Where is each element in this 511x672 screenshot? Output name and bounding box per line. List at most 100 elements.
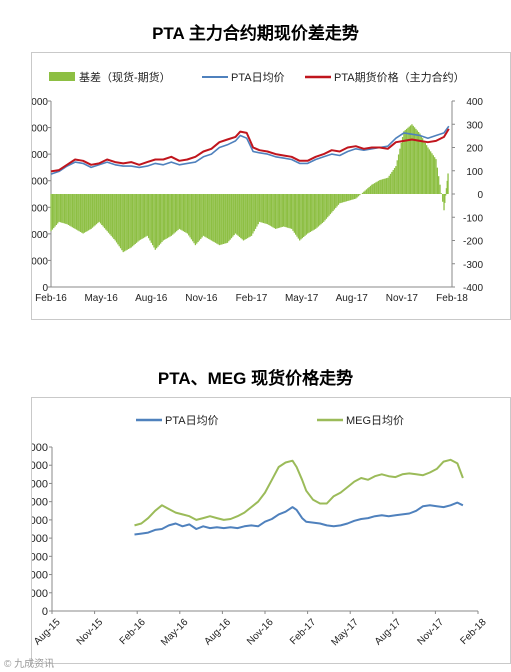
- chart1-basis-bar: [444, 194, 446, 203]
- chart1-basis-bar: [226, 194, 229, 243]
- chart1-basis-bar: [426, 145, 428, 194]
- chart1-x-tick-label: Feb-18: [436, 293, 468, 304]
- chart1-basis-bar: [57, 194, 59, 224]
- chart1-basis-bar: [177, 194, 179, 231]
- chart1-basis-bar: [257, 194, 259, 225]
- chart1-basis-bar: [387, 177, 389, 194]
- chart1-basis-bar: [233, 194, 235, 236]
- chart1-basis-bar: [423, 140, 425, 194]
- chart1-basis-bar: [307, 194, 309, 234]
- chart1-x-tick-label: Nov-16: [185, 293, 218, 304]
- chart1-basis-bar: [349, 194, 352, 201]
- chart1-basis-bar: [324, 194, 326, 221]
- chart1-basis-bar: [93, 194, 95, 227]
- chart1-basis-bar: [364, 190, 366, 194]
- chart1-basis-bar: [150, 194, 152, 243]
- chart1-basis-bar: [352, 194, 354, 200]
- chart1-basis-bar: [125, 194, 127, 251]
- chart1-basis-bar: [222, 194, 225, 244]
- chart1-basis-bar: [119, 194, 122, 249]
- chart1-basis-bar: [71, 194, 74, 228]
- chart1-basis-bar: [266, 194, 269, 225]
- chart1-basis-bar: [299, 194, 301, 241]
- chart1-basis-bar: [296, 194, 298, 237]
- chart1-basis-bar: [59, 194, 62, 223]
- chart1-basis-bar: [268, 194, 270, 225]
- chart1-basis-bar: [443, 194, 445, 211]
- chart1-basis-bar: [146, 194, 148, 236]
- chart1-basis-bar: [343, 194, 345, 203]
- chart1-basis-bar: [285, 194, 287, 228]
- chart1-basis-bar: [357, 194, 360, 197]
- chart1-x-tick-label: May-16: [84, 293, 118, 304]
- chart1-basis-bar: [142, 194, 144, 239]
- chart1-basis-bar: [411, 124, 413, 194]
- chart1-basis-bar: [50, 194, 52, 232]
- chart1-basis-bar: [186, 194, 189, 234]
- chart1-basis-bar: [70, 194, 72, 227]
- chart1-basis-bar: [262, 194, 265, 224]
- chart1-basis-bar: [315, 194, 317, 229]
- chart1-basis-bar: [106, 194, 108, 232]
- chart2-x-tick-label: Aug-16: [202, 617, 233, 648]
- chart1-basis-bar: [292, 194, 294, 231]
- chart2-x-tick-label: Aug-15: [32, 617, 63, 648]
- chart1-basis-bar: [86, 194, 88, 232]
- chart1-basis-bar: [380, 179, 382, 194]
- chart1-basis-bar: [289, 194, 291, 229]
- chart1-basis-bar: [311, 194, 313, 232]
- chart1-basis-bar: [178, 194, 181, 229]
- chart2-x-tick-label: May-16: [159, 617, 191, 649]
- chart1-basis-bar: [176, 194, 178, 232]
- chart1-left-tick-label: 4000: [32, 177, 48, 188]
- chart1-basis-bar: [111, 194, 114, 238]
- chart1-basis-bar: [162, 194, 164, 241]
- chart1-basis-bar: [335, 194, 337, 208]
- chart1-basis-bar: [97, 194, 99, 224]
- chart1-basis-bar: [98, 194, 100, 222]
- chart1-basis-bar: [202, 194, 205, 236]
- chart2-y-tick-label: 5000: [32, 515, 48, 527]
- chart1-basis-bar: [304, 194, 306, 236]
- chart1-basis-bar: [250, 194, 253, 236]
- chart1-basis-bar: [274, 194, 277, 229]
- chart1-basis-bar: [103, 194, 106, 229]
- chart1-basis-bar: [229, 194, 231, 240]
- chart1-left-tick-label: 0: [42, 283, 48, 294]
- chart1-basis-bar: [332, 194, 334, 212]
- chart1-left-tick-label: 3000: [32, 203, 48, 214]
- chart1-basis-bar: [240, 194, 242, 239]
- chart2-y-tick-label: 4000: [32, 533, 48, 545]
- chart1-basis-bar: [74, 194, 76, 229]
- chart1-basis-bar: [417, 132, 420, 194]
- chart2-x-tick-label: Feb-17: [288, 617, 318, 647]
- chart2-x-tick-label: Nov-15: [75, 617, 106, 648]
- chart1-basis-bar: [282, 194, 285, 227]
- chart1-basis-bar: [383, 178, 385, 194]
- chart1-basis-bar: [421, 138, 424, 194]
- chart1-basis-bar: [107, 194, 110, 233]
- chart1-basis-bar: [157, 194, 159, 247]
- chart1-basis-bar: [412, 125, 414, 194]
- chart1-basis-bar: [277, 194, 279, 229]
- chart1-basis-bar: [69, 194, 71, 226]
- chart1-basis-bar: [303, 194, 305, 238]
- chart1-basis-bar: [415, 128, 417, 194]
- chart1-basis-bar: [197, 194, 199, 243]
- chart1-basis-bar: [66, 194, 68, 225]
- chart1-basis-bar: [286, 194, 289, 228]
- chart1-basis-bar: [194, 194, 197, 246]
- chart1-basis-bar: [62, 194, 64, 224]
- chart1-basis-bar: [409, 125, 412, 194]
- chart1-basis-bar: [321, 194, 324, 224]
- chart1-basis-bar: [336, 194, 338, 207]
- chart2-pta-line: [134, 501, 464, 536]
- chart1-basis-bar: [77, 194, 79, 231]
- chart1-basis-bar: [241, 194, 243, 240]
- chart1-basis-bar: [113, 194, 115, 239]
- chart2-title: PTA、MEG 现货价格走势: [157, 369, 354, 388]
- chart1-basis-bar: [288, 194, 290, 229]
